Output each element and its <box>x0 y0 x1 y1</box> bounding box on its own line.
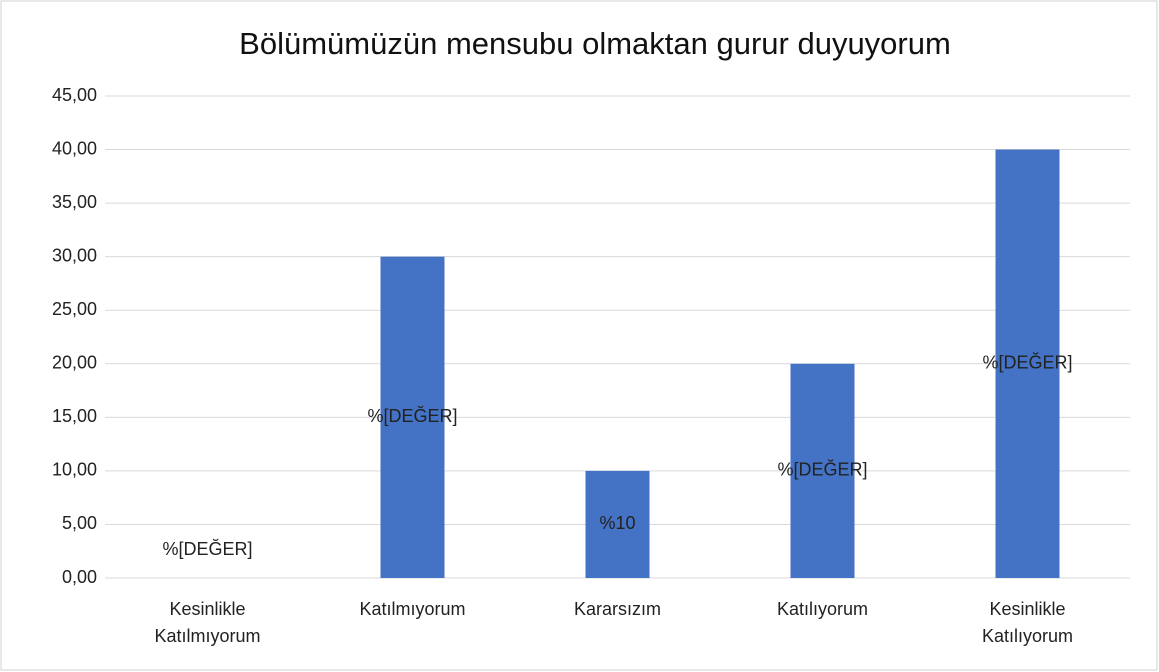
data-label: %[DEĞER] <box>162 538 252 559</box>
x-tick-label: Katılmıyorum <box>359 599 465 619</box>
y-tick-label: 10,00 <box>52 460 97 480</box>
bar <box>995 149 1060 579</box>
x-tick-label: Kararsızım <box>574 599 661 619</box>
bar <box>790 363 855 578</box>
y-tick-label: 25,00 <box>52 299 97 319</box>
y-tick-label: 30,00 <box>52 245 97 265</box>
chart-title: Bölümümüzün mensubu olmaktan gurur duyuy… <box>239 26 951 61</box>
x-tick-label: Kesinlikle Katılmıyorum <box>154 599 260 646</box>
data-label: %10 <box>599 513 635 533</box>
y-tick-label: 15,00 <box>52 406 97 426</box>
x-tick-label: Kesinlikle Katılıyorum <box>982 599 1073 646</box>
y-tick-label: 0,00 <box>62 567 97 587</box>
y-tick-label: 45,00 <box>52 85 97 105</box>
y-tick-label: 20,00 <box>52 353 97 373</box>
x-tick-label: Katılıyorum <box>777 599 868 619</box>
bar <box>585 470 650 578</box>
bar <box>380 256 445 578</box>
data-label: %[DEĞER] <box>367 405 457 426</box>
y-tick-label: 35,00 <box>52 192 97 212</box>
y-tick-label: 5,00 <box>62 513 97 533</box>
y-tick-label: 40,00 <box>52 138 97 158</box>
data-label: %[DEĞER] <box>982 352 1072 373</box>
data-label: %[DEĞER] <box>777 459 867 480</box>
